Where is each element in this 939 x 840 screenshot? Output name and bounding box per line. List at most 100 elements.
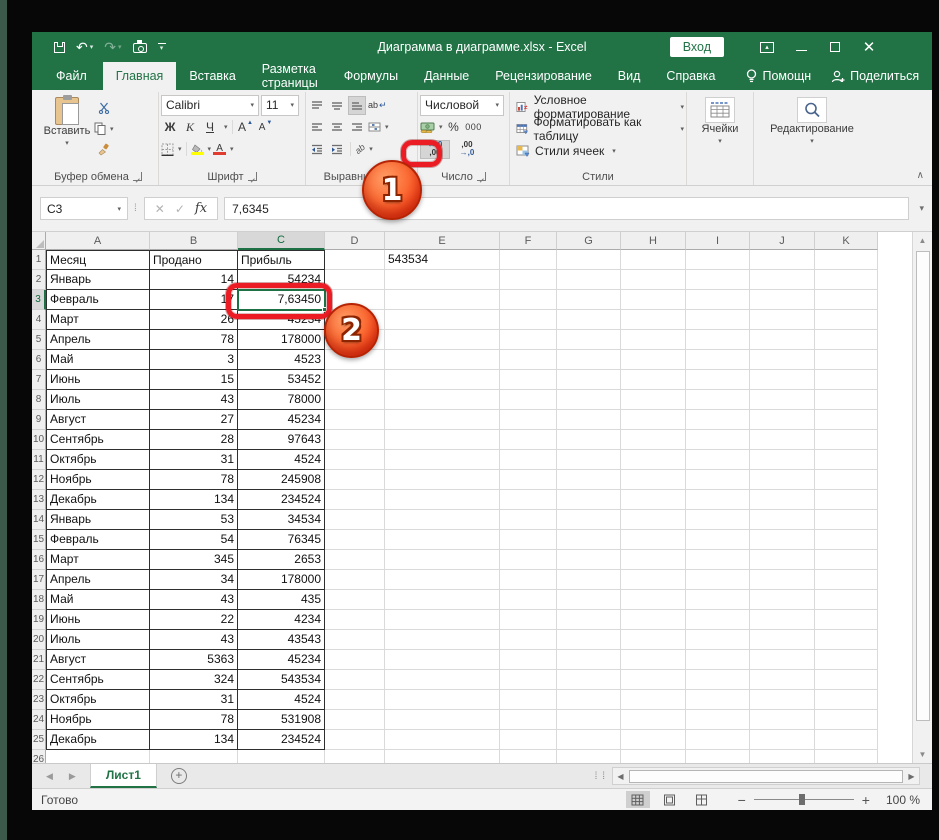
- sheet-tab-list1[interactable]: Лист1: [90, 764, 157, 788]
- cell-G17[interactable]: [557, 570, 621, 590]
- cell-D26[interactable]: [325, 750, 385, 763]
- cell-C15[interactable]: 76345: [238, 530, 325, 550]
- cell-D9[interactable]: [325, 410, 385, 430]
- cell-G2[interactable]: [557, 270, 621, 290]
- cell-J23[interactable]: [750, 690, 815, 710]
- cell-I16[interactable]: [686, 550, 750, 570]
- undo-button[interactable]: ↶ ▾: [76, 40, 93, 54]
- cell-F22[interactable]: [500, 670, 557, 690]
- cell-F7[interactable]: [500, 370, 557, 390]
- cell-G26[interactable]: [557, 750, 621, 763]
- cell-H4[interactable]: [621, 310, 686, 330]
- cell-J13[interactable]: [750, 490, 815, 510]
- cell-E6[interactable]: [385, 350, 500, 370]
- cell-E20[interactable]: [385, 630, 500, 650]
- row-header-6[interactable]: 6: [32, 350, 46, 370]
- fill-color-button[interactable]: ▾: [191, 140, 212, 159]
- cell-F21[interactable]: [500, 650, 557, 670]
- cell-B16[interactable]: 345: [150, 550, 238, 570]
- row-header-22[interactable]: 22: [32, 670, 46, 690]
- cell-B21[interactable]: 5363: [150, 650, 238, 670]
- cell-C24[interactable]: 531908: [238, 710, 325, 730]
- share-button[interactable]: Поделиться: [821, 62, 929, 90]
- cell-C6[interactable]: 4523: [238, 350, 325, 370]
- scroll-down-arrow[interactable]: ▼: [919, 746, 927, 763]
- row-header-10[interactable]: 10: [32, 430, 46, 450]
- cell-J2[interactable]: [750, 270, 815, 290]
- tab-home[interactable]: Главная: [103, 62, 177, 90]
- cell-D20[interactable]: [325, 630, 385, 650]
- cell-F9[interactable]: [500, 410, 557, 430]
- cell-K8[interactable]: [815, 390, 878, 410]
- row-header-20[interactable]: 20: [32, 630, 46, 650]
- column-header-J[interactable]: J: [750, 232, 815, 250]
- cell-B5[interactable]: 78: [150, 330, 238, 350]
- cell-A7[interactable]: Июнь: [46, 370, 150, 390]
- cell-F13[interactable]: [500, 490, 557, 510]
- cell-J6[interactable]: [750, 350, 815, 370]
- cell-G18[interactable]: [557, 590, 621, 610]
- cell-F17[interactable]: [500, 570, 557, 590]
- cell-K9[interactable]: [815, 410, 878, 430]
- cell-G7[interactable]: [557, 370, 621, 390]
- cell-I13[interactable]: [686, 490, 750, 510]
- tab-formulas[interactable]: Формулы: [331, 62, 411, 90]
- cell-F2[interactable]: [500, 270, 557, 290]
- cell-G12[interactable]: [557, 470, 621, 490]
- dialog-launcher-icon[interactable]: [133, 172, 142, 181]
- wrap-text-button[interactable]: ab↵: [368, 96, 387, 115]
- cell-D14[interactable]: [325, 510, 385, 530]
- cell-I26[interactable]: [686, 750, 750, 763]
- cell-H21[interactable]: [621, 650, 686, 670]
- cell-H6[interactable]: [621, 350, 686, 370]
- cell-A21[interactable]: Август: [46, 650, 150, 670]
- cell-D7[interactable]: [325, 370, 385, 390]
- row-header-9[interactable]: 9: [32, 410, 46, 430]
- cell-K4[interactable]: [815, 310, 878, 330]
- cell-G14[interactable]: [557, 510, 621, 530]
- cell-D25[interactable]: [325, 730, 385, 750]
- cell-K21[interactable]: [815, 650, 878, 670]
- cell-D23[interactable]: [325, 690, 385, 710]
- cell-H1[interactable]: [621, 250, 686, 270]
- cell-D8[interactable]: [325, 390, 385, 410]
- tab-review[interactable]: Рецензирование: [482, 62, 605, 90]
- cell-K6[interactable]: [815, 350, 878, 370]
- cell-E23[interactable]: [385, 690, 500, 710]
- increase-indent-button[interactable]: [328, 140, 346, 159]
- cell-B14[interactable]: 53: [150, 510, 238, 530]
- cell-H3[interactable]: [621, 290, 686, 310]
- percent-style-button[interactable]: %: [445, 118, 463, 137]
- cell-F24[interactable]: [500, 710, 557, 730]
- cell-C1[interactable]: Прибыль: [238, 250, 325, 270]
- cell-A2[interactable]: Январь: [46, 270, 150, 290]
- row-header-15[interactable]: 15: [32, 530, 46, 550]
- cell-K25[interactable]: [815, 730, 878, 750]
- cell-H26[interactable]: [621, 750, 686, 763]
- cell-B20[interactable]: 43: [150, 630, 238, 650]
- cell-G3[interactable]: [557, 290, 621, 310]
- tab-insert[interactable]: Вставка: [176, 62, 248, 90]
- cell-A8[interactable]: Июль: [46, 390, 150, 410]
- cell-D10[interactable]: [325, 430, 385, 450]
- enter-button[interactable]: ✓: [175, 202, 185, 216]
- cell-A24[interactable]: Ноябрь: [46, 710, 150, 730]
- row-header-12[interactable]: 12: [32, 470, 46, 490]
- cell-B24[interactable]: 78: [150, 710, 238, 730]
- cell-D1[interactable]: [325, 250, 385, 270]
- cell-I17[interactable]: [686, 570, 750, 590]
- sign-in-button[interactable]: Вход: [670, 37, 724, 57]
- cell-K19[interactable]: [815, 610, 878, 630]
- horizontal-scroll-thumb[interactable]: [629, 770, 903, 783]
- formula-input[interactable]: 7,6345: [224, 197, 909, 220]
- cell-C10[interactable]: 97643: [238, 430, 325, 450]
- column-header-C[interactable]: C: [238, 232, 325, 250]
- cell-J5[interactable]: [750, 330, 815, 350]
- cell-F16[interactable]: [500, 550, 557, 570]
- cell-B10[interactable]: 28: [150, 430, 238, 450]
- editing-button[interactable]: Редактирование ▾: [762, 94, 862, 168]
- cell-J26[interactable]: [750, 750, 815, 763]
- cell-A5[interactable]: Апрель: [46, 330, 150, 350]
- cell-E21[interactable]: [385, 650, 500, 670]
- cell-C22[interactable]: 543534: [238, 670, 325, 690]
